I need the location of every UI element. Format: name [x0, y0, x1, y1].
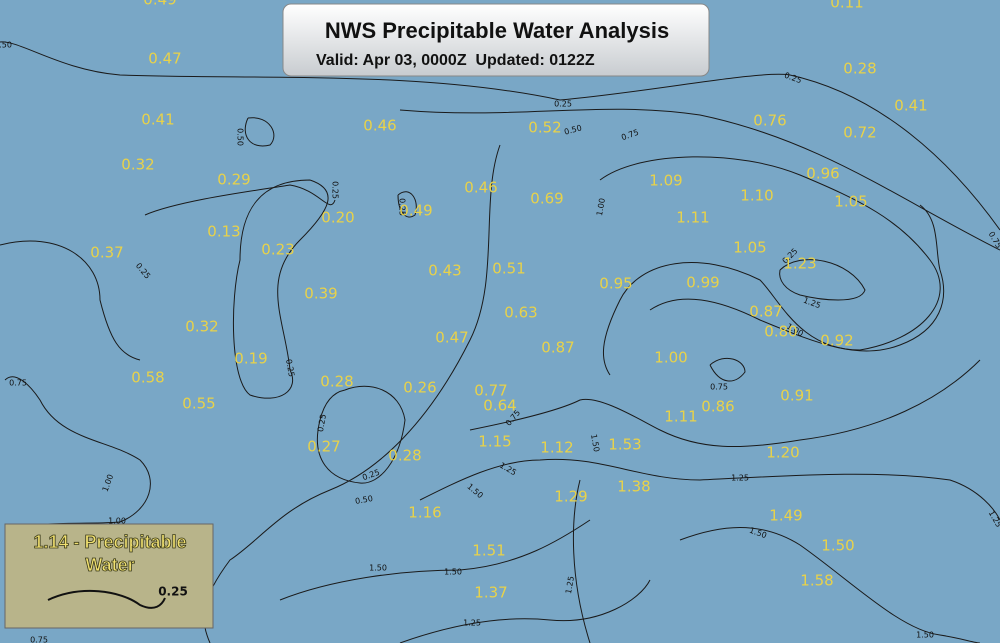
- station-value: 1.11: [676, 209, 709, 227]
- station-value: 0.28: [320, 373, 353, 391]
- station-value: 0.64: [483, 397, 516, 415]
- station-value: 0.52: [528, 119, 561, 137]
- station-value: 0.69: [530, 190, 563, 208]
- station-value: 0.39: [304, 285, 337, 303]
- station-value: 1.50: [821, 537, 854, 555]
- station-value: 0.58: [131, 369, 164, 387]
- station-value: 0.96: [806, 165, 839, 183]
- station-value: 0.29: [217, 171, 250, 189]
- station-value: 0.23: [261, 241, 294, 259]
- station-value: 0.41: [141, 111, 174, 129]
- station-value: 0.11: [830, 0, 863, 12]
- station-value: 0.47: [148, 50, 181, 68]
- legend-box: [4, 523, 214, 629]
- contour-label: 1.50: [589, 433, 601, 452]
- station-value: 0.63: [504, 304, 537, 322]
- station-value: 1.49: [769, 507, 802, 525]
- station-value: 0.80: [764, 323, 797, 341]
- contour-label: 0.25: [284, 358, 296, 377]
- station-value: 0.46: [363, 117, 396, 135]
- contour-label: 0.75: [710, 383, 728, 392]
- contour-label: 0.50: [236, 128, 245, 146]
- legend-title: 1.14 - Precipitable: [33, 532, 186, 552]
- station-value: 0.37: [90, 244, 123, 262]
- station-value: 0.77: [474, 382, 507, 400]
- station-value: 1.37: [474, 584, 507, 602]
- station-value: 1.29: [554, 488, 587, 506]
- station-value: 1.05: [733, 239, 766, 257]
- station-value: 0.43: [428, 262, 461, 280]
- contours: [0, 41, 1000, 643]
- station-value: 1.51: [472, 542, 505, 560]
- legend-line-label: 0.25: [158, 585, 188, 599]
- contour-label: 0.50: [563, 123, 583, 136]
- station-value: 1.09: [649, 172, 682, 190]
- station-value: 0.49: [143, 0, 176, 9]
- station-value: 0.46: [464, 179, 497, 197]
- station-value: 0.49: [399, 202, 432, 220]
- station-value: 0.28: [388, 447, 421, 465]
- station-value: 0.91: [780, 387, 813, 405]
- station-value: 1.38: [617, 478, 650, 496]
- station-value: 0.76: [753, 112, 786, 130]
- contour-label: 1.25: [731, 474, 749, 483]
- contour-label: 1.00: [108, 517, 126, 526]
- station-value: 0.86: [701, 398, 734, 416]
- contour-label: 1.50: [369, 564, 387, 573]
- station-value: 1.00: [654, 349, 687, 367]
- station-value: 0.32: [185, 318, 218, 336]
- station-value: 0.27: [307, 438, 340, 456]
- station-value: 1.58: [800, 572, 833, 590]
- contour-label: 0.25: [398, 198, 407, 216]
- contour-label: 1.25: [564, 575, 576, 594]
- station-value: 1.05: [834, 193, 867, 211]
- station-value: 0.87: [541, 339, 574, 357]
- station-value: 0.72: [843, 124, 876, 142]
- contour-label: 0.75: [30, 636, 48, 643]
- station-value: 1.12: [540, 439, 573, 457]
- contour-label: 1.50: [444, 568, 462, 577]
- contour-label: 1.00: [595, 197, 607, 216]
- legend-line: [47, 590, 166, 609]
- station-value: 0.99: [686, 274, 719, 292]
- station-value: 1.20: [766, 444, 799, 462]
- header: NWS Precipitable Water Analysis Valid: A…: [282, 3, 710, 77]
- station-value: 0.28: [843, 60, 876, 78]
- station-value: 1.23: [783, 255, 816, 273]
- station-value: 0.13: [207, 223, 240, 241]
- station-value: 0.41: [894, 97, 927, 115]
- station-value: 0.20: [321, 209, 354, 227]
- legend: 1.14 - Precipitable Water 0.25: [4, 523, 214, 629]
- station-value: 0.95: [599, 275, 632, 293]
- stations: 0.490.300.110.470.280.180.410.460.520.76…: [90, 0, 927, 602]
- contour-label: 0.25: [331, 181, 340, 199]
- station-value: 0.87: [749, 303, 782, 321]
- station-value: 0.51: [492, 260, 525, 278]
- legend-title: Water: [85, 555, 134, 575]
- station-value: 0.47: [435, 329, 468, 347]
- station-value: 1.53: [608, 436, 641, 454]
- contour-label: 0.25: [316, 413, 328, 432]
- station-value: 0.26: [403, 379, 436, 397]
- header-valid: Valid: Apr 03, 0000Z Updated: 0122Z: [316, 52, 595, 69]
- contour-label: 0.50: [354, 494, 373, 506]
- station-value: 0.55: [182, 395, 215, 413]
- contour-label: 1.25: [463, 619, 481, 628]
- header-title: NWS Precipitable Water Analysis: [325, 18, 669, 43]
- station-value: 0.92: [820, 332, 853, 350]
- station-value: 0.19: [234, 350, 267, 368]
- station-value: 1.11: [664, 408, 697, 426]
- station-value: 1.10: [740, 187, 773, 205]
- contour-label: 1.50: [916, 631, 934, 640]
- contour-label: 0.25: [554, 100, 572, 109]
- contour-label: 0.50: [0, 41, 12, 50]
- contour-label: 0.75: [9, 379, 27, 388]
- station-value: 0.32: [121, 156, 154, 174]
- header-box: [282, 3, 710, 77]
- station-value: 1.16: [408, 504, 441, 522]
- station-value: 1.15: [478, 433, 511, 451]
